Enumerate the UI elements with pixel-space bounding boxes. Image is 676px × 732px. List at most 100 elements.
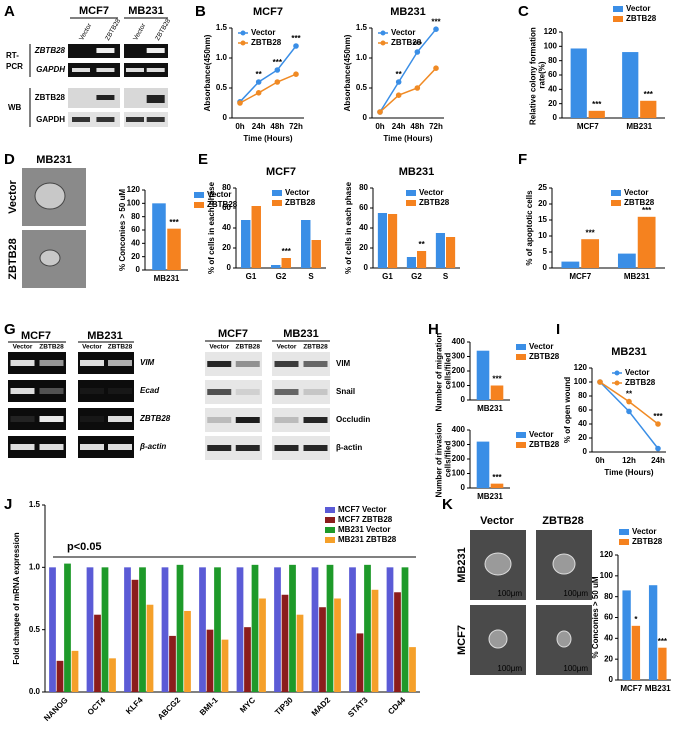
bar: [161, 567, 169, 692]
band: [274, 389, 299, 395]
y-tick-label: 0: [543, 263, 548, 272]
bar: [417, 251, 427, 268]
scale-bar-label: 100μm: [497, 664, 522, 673]
row-label: GAPDH: [36, 65, 65, 74]
row-label: MB231: [456, 547, 468, 582]
legend-label: ZBTB28: [625, 378, 656, 387]
bar: [409, 647, 416, 692]
x-tick-label: TIP30: [273, 695, 295, 717]
legend-label: ZBTB28: [529, 352, 560, 361]
band: [303, 417, 328, 423]
y-tick-label: 0: [227, 263, 232, 272]
y-axis-label: Relative colony formation rate(%): [529, 25, 547, 125]
legend-swatch: [194, 202, 204, 208]
bar: [637, 216, 656, 268]
gel: [124, 44, 168, 58]
bar: [356, 633, 364, 692]
bar: [319, 607, 326, 692]
point: [255, 79, 262, 85]
panel-label: D: [4, 151, 15, 168]
gel: [8, 436, 66, 458]
legend-swatch: [272, 190, 282, 196]
legend-swatch: [380, 30, 386, 36]
bar: [371, 589, 379, 692]
bar: [640, 100, 657, 118]
band: [72, 68, 90, 72]
legend-label: ZBTB28: [285, 198, 316, 207]
point: [377, 109, 383, 115]
y-tick-label: 80: [578, 391, 587, 400]
lane-label: Vector: [82, 344, 102, 351]
lane-label: ZBTB28: [154, 17, 172, 41]
band: [274, 361, 299, 367]
legend-swatch: [619, 539, 629, 545]
band: [108, 360, 132, 366]
y-tick-label: 0: [609, 675, 614, 684]
bar: [184, 610, 191, 692]
y-tick-label: 0.5: [29, 625, 41, 634]
row-label: Vector: [7, 179, 19, 213]
gel: [8, 408, 66, 430]
gel: [68, 44, 120, 58]
y-tick-label: 100: [544, 41, 558, 50]
band: [80, 388, 104, 394]
significance-mark: ***: [658, 637, 668, 646]
significance-mark: ***: [431, 17, 441, 26]
lane-label: Vector: [277, 344, 297, 351]
cell-line: MB231: [128, 5, 163, 17]
legend-swatch: [406, 190, 416, 196]
legend-label: Vector: [624, 188, 648, 197]
band: [146, 95, 165, 103]
point: [274, 67, 281, 73]
bar: [56, 660, 64, 692]
y-tick-label: 15: [538, 215, 547, 224]
chart-title: MCF7: [253, 6, 283, 18]
y-tick-label: 20: [548, 99, 557, 108]
legend-label: ZBTB28: [529, 440, 560, 449]
y-axis-label: % of apoptotic cells: [525, 190, 534, 266]
bar: [251, 206, 261, 268]
bar: [131, 579, 139, 692]
bar: [241, 220, 251, 268]
x-tick-label: STAT3: [346, 695, 370, 719]
bar: [251, 564, 259, 692]
bar: [311, 567, 319, 692]
band: [96, 117, 115, 122]
band: [235, 389, 260, 395]
bar: [259, 598, 266, 692]
gel: [124, 112, 168, 127]
legend-swatch: [406, 200, 416, 206]
y-tick-label: 300: [452, 352, 466, 361]
y-tick-label: 400: [452, 337, 466, 346]
band: [303, 389, 328, 395]
x-tick-label: 48h: [270, 122, 284, 131]
x-tick-label: MB231: [624, 272, 650, 281]
band: [146, 68, 165, 72]
bar: [622, 52, 639, 118]
lane-label: ZBTB28: [104, 17, 122, 41]
bar: [214, 567, 221, 692]
chart-title: MCF7: [266, 166, 296, 178]
gene-label: VIM: [140, 358, 155, 367]
colony: [34, 182, 66, 210]
legend-swatch: [614, 380, 620, 386]
row-label: GAPDH: [36, 115, 65, 124]
point: [655, 445, 661, 452]
x-tick-label: OCT4: [86, 695, 108, 717]
bar: [617, 253, 636, 268]
point: [293, 71, 299, 77]
gel: [8, 352, 66, 374]
significance-mark: *: [634, 615, 638, 624]
band: [96, 95, 115, 100]
panel-label: J: [4, 496, 12, 513]
legend-swatch: [325, 517, 335, 523]
band: [72, 117, 90, 122]
y-tick-label: 60: [222, 203, 231, 212]
x-tick-label: MB231: [154, 274, 180, 283]
point: [626, 398, 632, 405]
bar: [289, 564, 296, 692]
x-tick-label: MCF7: [569, 272, 591, 281]
gel: [68, 112, 120, 127]
significance-mark: **: [396, 70, 403, 79]
x-tick-label: MCF7: [577, 122, 599, 131]
